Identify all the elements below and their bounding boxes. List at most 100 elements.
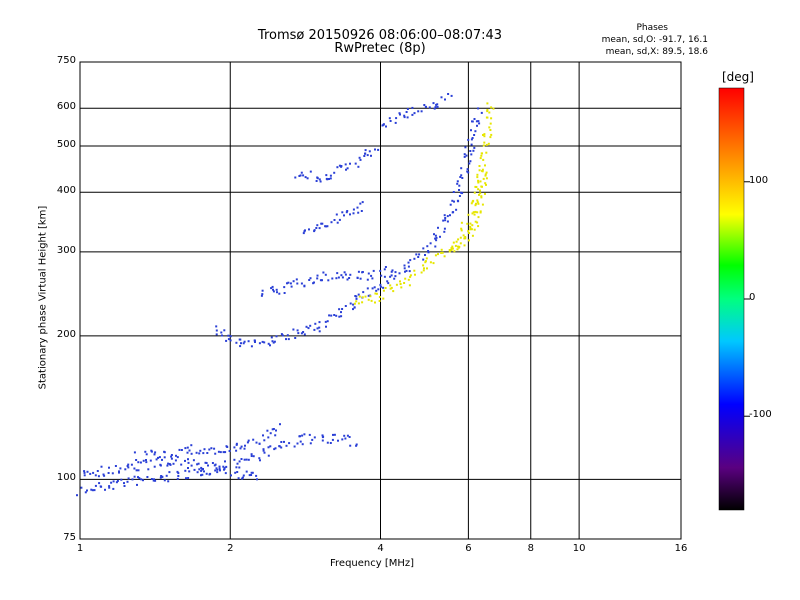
x-mode-point [452, 241, 455, 244]
o-mode-point [321, 436, 324, 439]
o-mode-point [349, 444, 352, 447]
o-mode-point [216, 468, 219, 471]
o-mode-point [99, 485, 102, 488]
o-mode-point [329, 174, 332, 177]
x-mode-point [414, 273, 416, 276]
o-mode-point [243, 447, 246, 450]
o-mode-point [235, 449, 238, 452]
o-mode-point [91, 489, 94, 492]
o-mode-point [352, 308, 354, 311]
y-tick-label: 750 [56, 55, 76, 66]
o-mode-point [382, 123, 385, 126]
o-mode-point [440, 96, 443, 99]
o-mode-point [429, 242, 432, 245]
x-mode-point [476, 211, 479, 214]
o-mode-point [459, 176, 462, 178]
o-mode-point [436, 103, 439, 106]
o-mode-point [316, 277, 319, 280]
x-mode-point [357, 302, 360, 305]
o-mode-point [415, 253, 418, 256]
x-mode-point [489, 129, 492, 131]
x-mode-point [458, 245, 461, 248]
o-mode-point [458, 184, 461, 187]
o-mode-point [145, 459, 147, 461]
phase-x-stats: mean, sd,X: 89.5, 18.6 [605, 47, 708, 57]
o-mode-point [219, 451, 222, 454]
o-mode-point [190, 452, 193, 455]
x-mode-point [382, 289, 385, 292]
x-mode-point [474, 220, 477, 223]
o-mode-point [215, 329, 218, 332]
colorbar-ticks [744, 181, 750, 417]
x-mode-point [395, 283, 398, 286]
o-mode-point [195, 451, 198, 454]
o-mode-point [417, 256, 420, 258]
o-mode-point [252, 455, 255, 458]
x-mode-point [485, 183, 487, 186]
o-mode-point [463, 153, 466, 156]
o-mode-point [316, 177, 319, 180]
x-mode-point [389, 287, 392, 290]
o-mode-point [207, 464, 209, 467]
o-mode-point [442, 219, 445, 222]
x-mode-point [453, 250, 456, 253]
x-mode-point [484, 174, 487, 177]
o-mode-point [184, 447, 187, 450]
o-mode-point [377, 148, 380, 151]
o-mode-point [275, 288, 278, 291]
x-mode-point [374, 292, 377, 295]
o-mode-point [112, 487, 115, 490]
o-mode-point [201, 473, 204, 476]
o-mode-point [223, 329, 226, 332]
o-mode-point [367, 294, 370, 297]
o-mode-point [373, 286, 376, 289]
o-mode-point [471, 120, 474, 123]
o-mode-point [473, 146, 476, 149]
o-mode-point [403, 267, 406, 270]
o-mode-point [238, 460, 241, 463]
o-mode-point [460, 191, 462, 194]
o-mode-point [417, 110, 420, 113]
o-mode-point [300, 171, 303, 174]
x-mode-point [479, 180, 482, 183]
o-mode-point [165, 474, 168, 477]
o-mode-point [331, 277, 334, 280]
o-mode-point [211, 462, 214, 464]
x-mode-point [471, 212, 474, 215]
x-mode-point [460, 227, 463, 230]
o-mode-point [262, 434, 264, 437]
o-mode-point [111, 472, 114, 475]
o-mode-point [364, 152, 367, 155]
o-mode-point [97, 475, 100, 478]
x-tick-label: 6 [465, 543, 472, 554]
x-mode-point [467, 239, 470, 242]
o-mode-point [203, 448, 206, 451]
x-mode-point [476, 221, 479, 224]
o-mode-point [409, 259, 412, 262]
o-mode-point [262, 449, 265, 452]
x-mode-point [482, 158, 485, 161]
o-mode-point [346, 167, 349, 170]
o-mode-point [433, 233, 435, 236]
o-mode-point [267, 454, 270, 457]
x-mode-point [426, 267, 428, 270]
o-mode-point [278, 445, 281, 448]
o-mode-point [196, 463, 199, 466]
x-mode-point [459, 236, 462, 239]
o-mode-point [187, 458, 189, 461]
x-mode-point [450, 249, 453, 251]
o-mode-point [406, 108, 409, 110]
o-mode-point [163, 456, 166, 459]
o-mode-point [279, 423, 281, 426]
o-mode-point [144, 450, 147, 453]
o-mode-point [233, 458, 236, 461]
o-mode-point [110, 481, 113, 484]
o-mode-point [269, 432, 272, 435]
x-mode-point [429, 261, 432, 264]
o-mode-point [108, 485, 111, 488]
o-mode-point [283, 286, 286, 289]
o-mode-point [312, 282, 315, 285]
o-mode-point [324, 273, 327, 276]
o-mode-point [90, 488, 93, 491]
x-mode-point [483, 133, 486, 136]
